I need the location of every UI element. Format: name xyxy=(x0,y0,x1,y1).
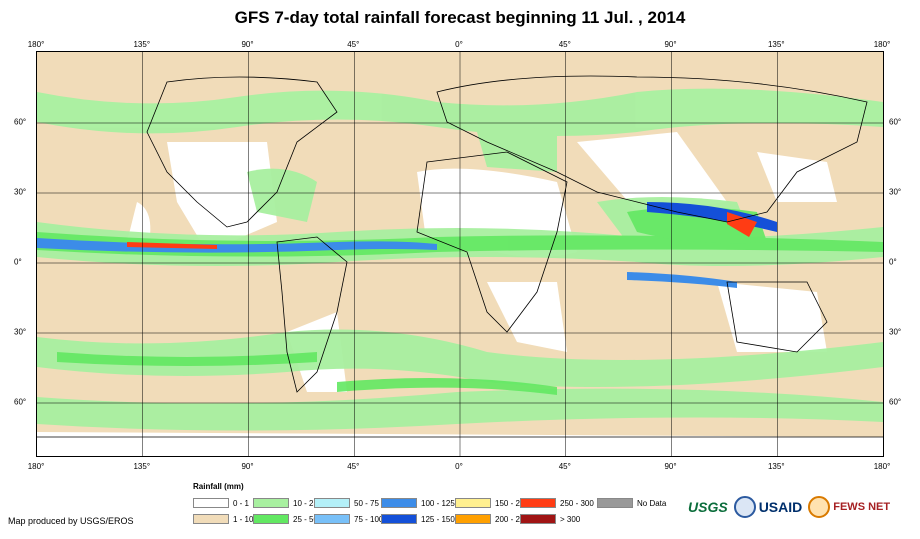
longitude-tick: 45° xyxy=(347,40,360,49)
longitude-tick: 180° xyxy=(873,40,891,49)
longitude-tick: 90° xyxy=(664,40,677,49)
latitude-tick: 30° xyxy=(889,187,902,197)
longitude-tick: 180° xyxy=(873,462,891,471)
legend-item: 0 - 1 xyxy=(193,498,249,508)
longitude-tick: 135° xyxy=(767,462,785,471)
legend-swatch xyxy=(253,498,289,508)
coastlines xyxy=(37,75,883,438)
usaid-logo-text: USAID xyxy=(758,499,803,515)
usaid-seal-icon xyxy=(733,496,756,518)
longitude-tick: 45° xyxy=(558,40,571,49)
legend-item: 250 - 300 xyxy=(520,498,594,508)
legend-item: 200 - 250 xyxy=(455,514,529,524)
longitude-tick: 90° xyxy=(241,462,254,471)
legend-label: 250 - 300 xyxy=(560,498,594,508)
legend-swatch xyxy=(520,498,556,508)
latitude-tick: 0° xyxy=(14,257,22,267)
map-title: GFS 7-day total rainfall forecast beginn… xyxy=(234,8,686,27)
longitude-tick: 180° xyxy=(27,40,45,49)
legend-item: 1 - 10 xyxy=(193,514,253,524)
longitude-tick: 180° xyxy=(27,462,45,471)
legend-swatch xyxy=(597,498,633,508)
legend-label: 25 - 50 xyxy=(293,514,318,524)
legend-swatch xyxy=(193,514,229,524)
legend-swatch xyxy=(314,498,350,508)
credit-text: Map produced by USGS/EROS xyxy=(8,516,134,526)
legend-label: 75 - 100 xyxy=(354,514,384,524)
legend-label: 10 - 25 xyxy=(293,498,318,508)
latitude-tick: 30° xyxy=(14,327,27,337)
logos: USGS USAID FEWS NET xyxy=(688,496,890,518)
legend-item: 75 - 100 xyxy=(314,514,383,524)
fews-logo-text: FEWS NET xyxy=(833,501,891,513)
legend-label: No Data xyxy=(637,498,667,508)
legend-label: 0 - 1 xyxy=(233,498,250,508)
legend-swatch xyxy=(455,514,491,524)
legend-item: 150 - 200 xyxy=(455,498,529,508)
usgs-logo-text: USGS xyxy=(688,499,728,515)
fews-seal-icon xyxy=(808,496,831,518)
latitude-tick: 60° xyxy=(14,117,27,127)
legend-swatch xyxy=(314,514,350,524)
longitude-tick: 90° xyxy=(241,40,254,49)
legend-swatch xyxy=(381,514,417,524)
legend-item: > 300 xyxy=(520,514,580,524)
usgs-logo: USGS xyxy=(688,499,728,515)
usaid-logo: USAID xyxy=(733,496,803,518)
legend-item: 100 - 125 xyxy=(381,498,455,508)
longitude-tick: 0° xyxy=(455,462,463,471)
longitude-tick: 135° xyxy=(133,462,151,471)
legend-item: 50 - 75 xyxy=(314,498,379,508)
eurasia-outline xyxy=(436,75,868,223)
legend-label: > 300 xyxy=(560,514,581,524)
latitude-tick: 60° xyxy=(889,397,902,407)
legend-swatch xyxy=(193,498,229,508)
heavy-rain-band xyxy=(37,202,777,288)
legend-item: 10 - 25 xyxy=(253,498,318,508)
longitude-tick: 135° xyxy=(133,40,151,49)
rainfall-map-canvas xyxy=(37,52,883,456)
australia-outline xyxy=(726,281,828,353)
latitude-tick: 60° xyxy=(14,397,27,407)
legend-item: 25 - 50 xyxy=(253,514,318,524)
longitude-tick: 45° xyxy=(347,462,360,471)
latitude-tick: 0° xyxy=(889,257,897,267)
legend-label: 200 - 250 xyxy=(495,514,529,524)
longitude-tick: 0° xyxy=(455,40,463,49)
legend-swatch xyxy=(253,514,289,524)
longitude-tick: 45° xyxy=(558,462,571,471)
south-america-outline xyxy=(276,236,348,393)
legend-title: Rainfall (mm) xyxy=(193,482,244,491)
legend-item: 125 - 150 xyxy=(381,514,455,524)
legend-label: 100 - 125 xyxy=(421,498,455,508)
legend-swatch xyxy=(381,498,417,508)
legend-label: 125 - 150 xyxy=(421,514,455,524)
longitude-tick: 135° xyxy=(767,40,785,49)
rainfall-map xyxy=(36,51,884,457)
longitude-tick: 90° xyxy=(664,462,677,471)
latitude-tick: 30° xyxy=(14,187,27,197)
legend-label: 50 - 75 xyxy=(354,498,379,508)
legend-label: 1 - 10 xyxy=(233,514,254,524)
latitude-tick: 60° xyxy=(889,117,902,127)
legend-label: 150 - 200 xyxy=(495,498,529,508)
legend-swatch xyxy=(520,514,556,524)
graticule xyxy=(37,52,883,456)
legend-swatch xyxy=(455,498,491,508)
north-america-outline xyxy=(146,76,338,228)
africa-outline xyxy=(416,151,568,333)
legend-item: No Data xyxy=(597,498,666,508)
latitude-tick: 30° xyxy=(889,327,902,337)
fews-net-logo: FEWS NET xyxy=(808,496,890,518)
